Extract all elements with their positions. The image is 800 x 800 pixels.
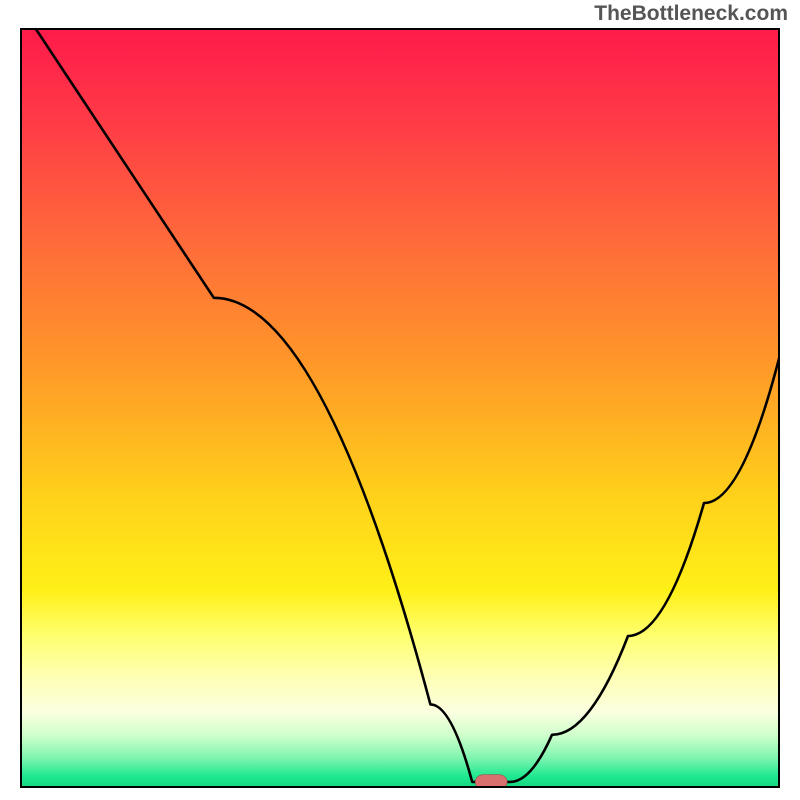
watermark-text: TheBottleneck.com	[594, 2, 788, 26]
chart-background	[20, 28, 780, 788]
chart-svg	[20, 28, 780, 788]
bottleneck-chart	[20, 28, 780, 788]
